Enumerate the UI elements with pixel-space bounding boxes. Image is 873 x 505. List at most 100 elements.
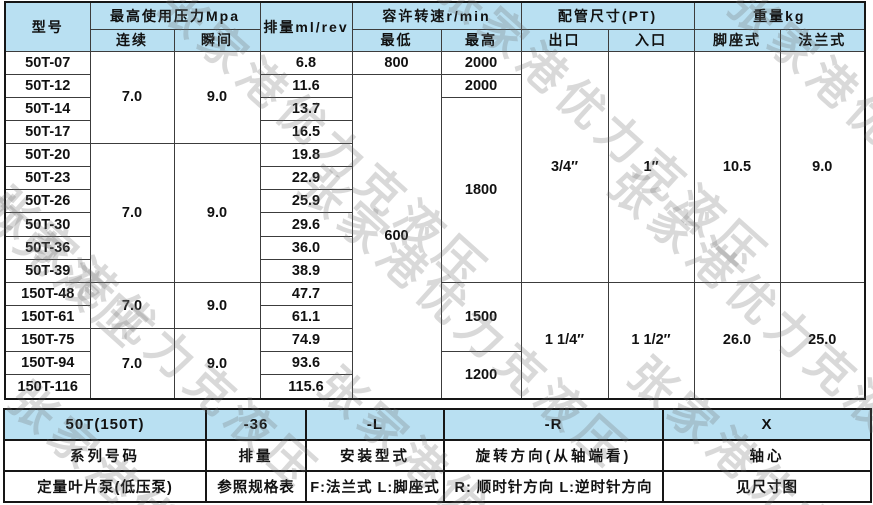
code-shaft: X [662, 408, 872, 441]
model-cell: 150T-94 [4, 351, 91, 376]
table-row: 150T-61 61.1 [4, 305, 865, 330]
table-row: 50T-39 38.9 [4, 258, 865, 283]
displacement-cell: 115.6 [259, 374, 353, 400]
model-cell: 50T-20 [4, 143, 91, 168]
displacement-cell: 38.9 [259, 258, 353, 283]
model-cell: 50T-23 [4, 166, 91, 191]
model-cell: 50T-07 [4, 50, 91, 75]
displacement-cell: 74.9 [259, 328, 353, 353]
displacement-cell: 16.5 [259, 119, 353, 145]
header-model: 型号 [4, 1, 91, 52]
pressure-cont-cell: 7.0 [89, 281, 175, 330]
desc-displacement: 参照规格表 [205, 470, 307, 503]
displacement-cell: 6.8 [259, 50, 353, 75]
code-displacement: -36 [205, 408, 307, 441]
pressure-cont-cell: 7.0 [89, 328, 175, 400]
header-speed-min: 最低 [351, 28, 442, 52]
header-pipe-group: 配管尺寸(PT) [520, 1, 695, 30]
code-series: 50T(150T) [3, 408, 207, 441]
table-row: 150T-48 7.0 9.0 47.7 1500 1 1/4″ 1 1/2″ … [4, 281, 866, 400]
desc-shaft: 见尺寸图 [662, 470, 872, 503]
table-row: 50T-26 25.9 [4, 189, 865, 214]
code-rotation: -R [443, 408, 664, 441]
pressure-inst-cell: 9.0 [173, 281, 261, 330]
header-weight-group: 重量kg [693, 1, 866, 30]
table-row: 50T-07 7.0 9.0 6.8 800 2000 3/4″ 1″ 10.5… [4, 50, 866, 283]
code-row: 50T(150T) -36 -L -R X [3, 408, 872, 441]
speed-min-cell: 800 [351, 50, 442, 75]
code-mounting: -L [305, 408, 445, 441]
pipe-out-cell: 1 1/4″ [520, 281, 609, 400]
header-speed-group: 容许转速r/min [351, 1, 522, 30]
displacement-cell: 25.9 [259, 189, 353, 214]
displacement-cell: 11.6 [259, 73, 353, 98]
model-cell: 50T-17 [4, 119, 91, 145]
displacement-cell: 36.0 [259, 235, 353, 260]
pressure-cont-cell: 7.0 [89, 143, 175, 283]
weight-flange-cell: 9.0 [779, 50, 866, 283]
table-row: 150T-75 7.0 9.0 74.9 [4, 328, 865, 400]
model-cell: 150T-61 [4, 305, 91, 330]
pressure-cont-cell: 7.0 [89, 50, 175, 145]
speed-max-cell: 1800 [440, 96, 522, 283]
table-row: 150T-116 115.6 [4, 374, 865, 400]
model-cell: 50T-26 [4, 189, 91, 214]
meaning-displacement: 排量 [205, 439, 307, 472]
speed-max-cell: 1200 [440, 351, 522, 400]
displacement-cell: 19.8 [259, 143, 353, 168]
table-row: 50T-20 7.0 9.0 19.8 [4, 143, 865, 283]
pressure-inst-cell: 9.0 [173, 328, 261, 400]
table-row: 150T-94 93.6 1200 [4, 351, 865, 400]
model-cell: 50T-36 [4, 235, 91, 260]
model-cell: 150T-116 [4, 374, 91, 400]
model-cell: 150T-75 [4, 328, 91, 353]
speed-max-cell: 2000 [440, 50, 522, 75]
displacement-cell: 61.1 [259, 305, 353, 330]
model-cell: 50T-39 [4, 258, 91, 283]
meaning-row: 系列号码 排量 安装型式 旋转方向(从轴端看) 轴心 [3, 439, 872, 472]
desc-mounting: F:法兰式 L:脚座式 [305, 470, 445, 503]
meaning-shaft: 轴心 [662, 439, 872, 472]
meaning-series: 系列号码 [3, 439, 207, 472]
weight-foot-cell: 10.5 [693, 50, 781, 283]
pressure-inst-cell: 9.0 [173, 50, 261, 145]
header-pressure-continuous: 连续 [89, 28, 175, 52]
speed-max-cell: 1500 [440, 281, 522, 353]
model-code-table: 50T(150T) -36 -L -R X 系列号码 排量 安装型式 旋转方向(… [3, 408, 872, 503]
desc-rotation: R: 顺时针方向 L:逆时针方向 [443, 470, 664, 503]
header-displacement: 排量ml/rev [259, 1, 353, 52]
displacement-cell: 93.6 [259, 351, 353, 376]
weight-foot-cell: 26.0 [693, 281, 781, 400]
header-weight-flange: 法兰式 [779, 28, 866, 52]
pipe-in-cell: 1 1/2″ [607, 281, 695, 400]
spec-table: 型号 最高使用压力Mpa 排量ml/rev 容许转速r/min 配管尺寸(PT)… [4, 1, 867, 400]
table-row: 50T-30 29.6 [4, 212, 865, 237]
displacement-cell: 13.7 [259, 96, 353, 121]
table-row: 50T-36 36.0 [4, 235, 865, 260]
table-row: 50T-12 11.6 600 2000 [4, 73, 865, 400]
header-pressure-group: 最高使用压力Mpa [89, 1, 261, 30]
model-cell: 50T-30 [4, 212, 91, 237]
speed-min-cell: 600 [351, 73, 442, 400]
table-row: 50T-23 22.9 [4, 166, 865, 191]
displacement-cell: 29.6 [259, 212, 353, 237]
meaning-rotation: 旋转方向(从轴端看) [443, 439, 664, 472]
displacement-cell: 47.7 [259, 281, 353, 307]
displacement-cell: 22.9 [259, 166, 353, 191]
header-speed-max: 最高 [440, 28, 522, 52]
meaning-mounting: 安装型式 [305, 439, 445, 472]
header-weight-foot: 脚座式 [693, 28, 781, 52]
header-pipe-out: 出口 [520, 28, 609, 52]
description-row: 定量叶片泵(低压泵) 参照规格表 F:法兰式 L:脚座式 R: 顺时针方向 L:… [3, 470, 872, 503]
model-cell: 50T-12 [4, 73, 91, 98]
header-pipe-in: 入口 [607, 28, 695, 52]
desc-series: 定量叶片泵(低压泵) [3, 470, 207, 503]
pipe-in-cell: 1″ [607, 50, 695, 283]
weight-flange-cell: 25.0 [779, 281, 866, 400]
table-row: 50T-14 13.7 1800 [4, 96, 865, 283]
model-cell: 150T-48 [4, 281, 91, 307]
model-cell: 50T-14 [4, 96, 91, 121]
speed-max-cell: 2000 [440, 73, 522, 98]
pipe-out-cell: 3/4″ [520, 50, 609, 283]
